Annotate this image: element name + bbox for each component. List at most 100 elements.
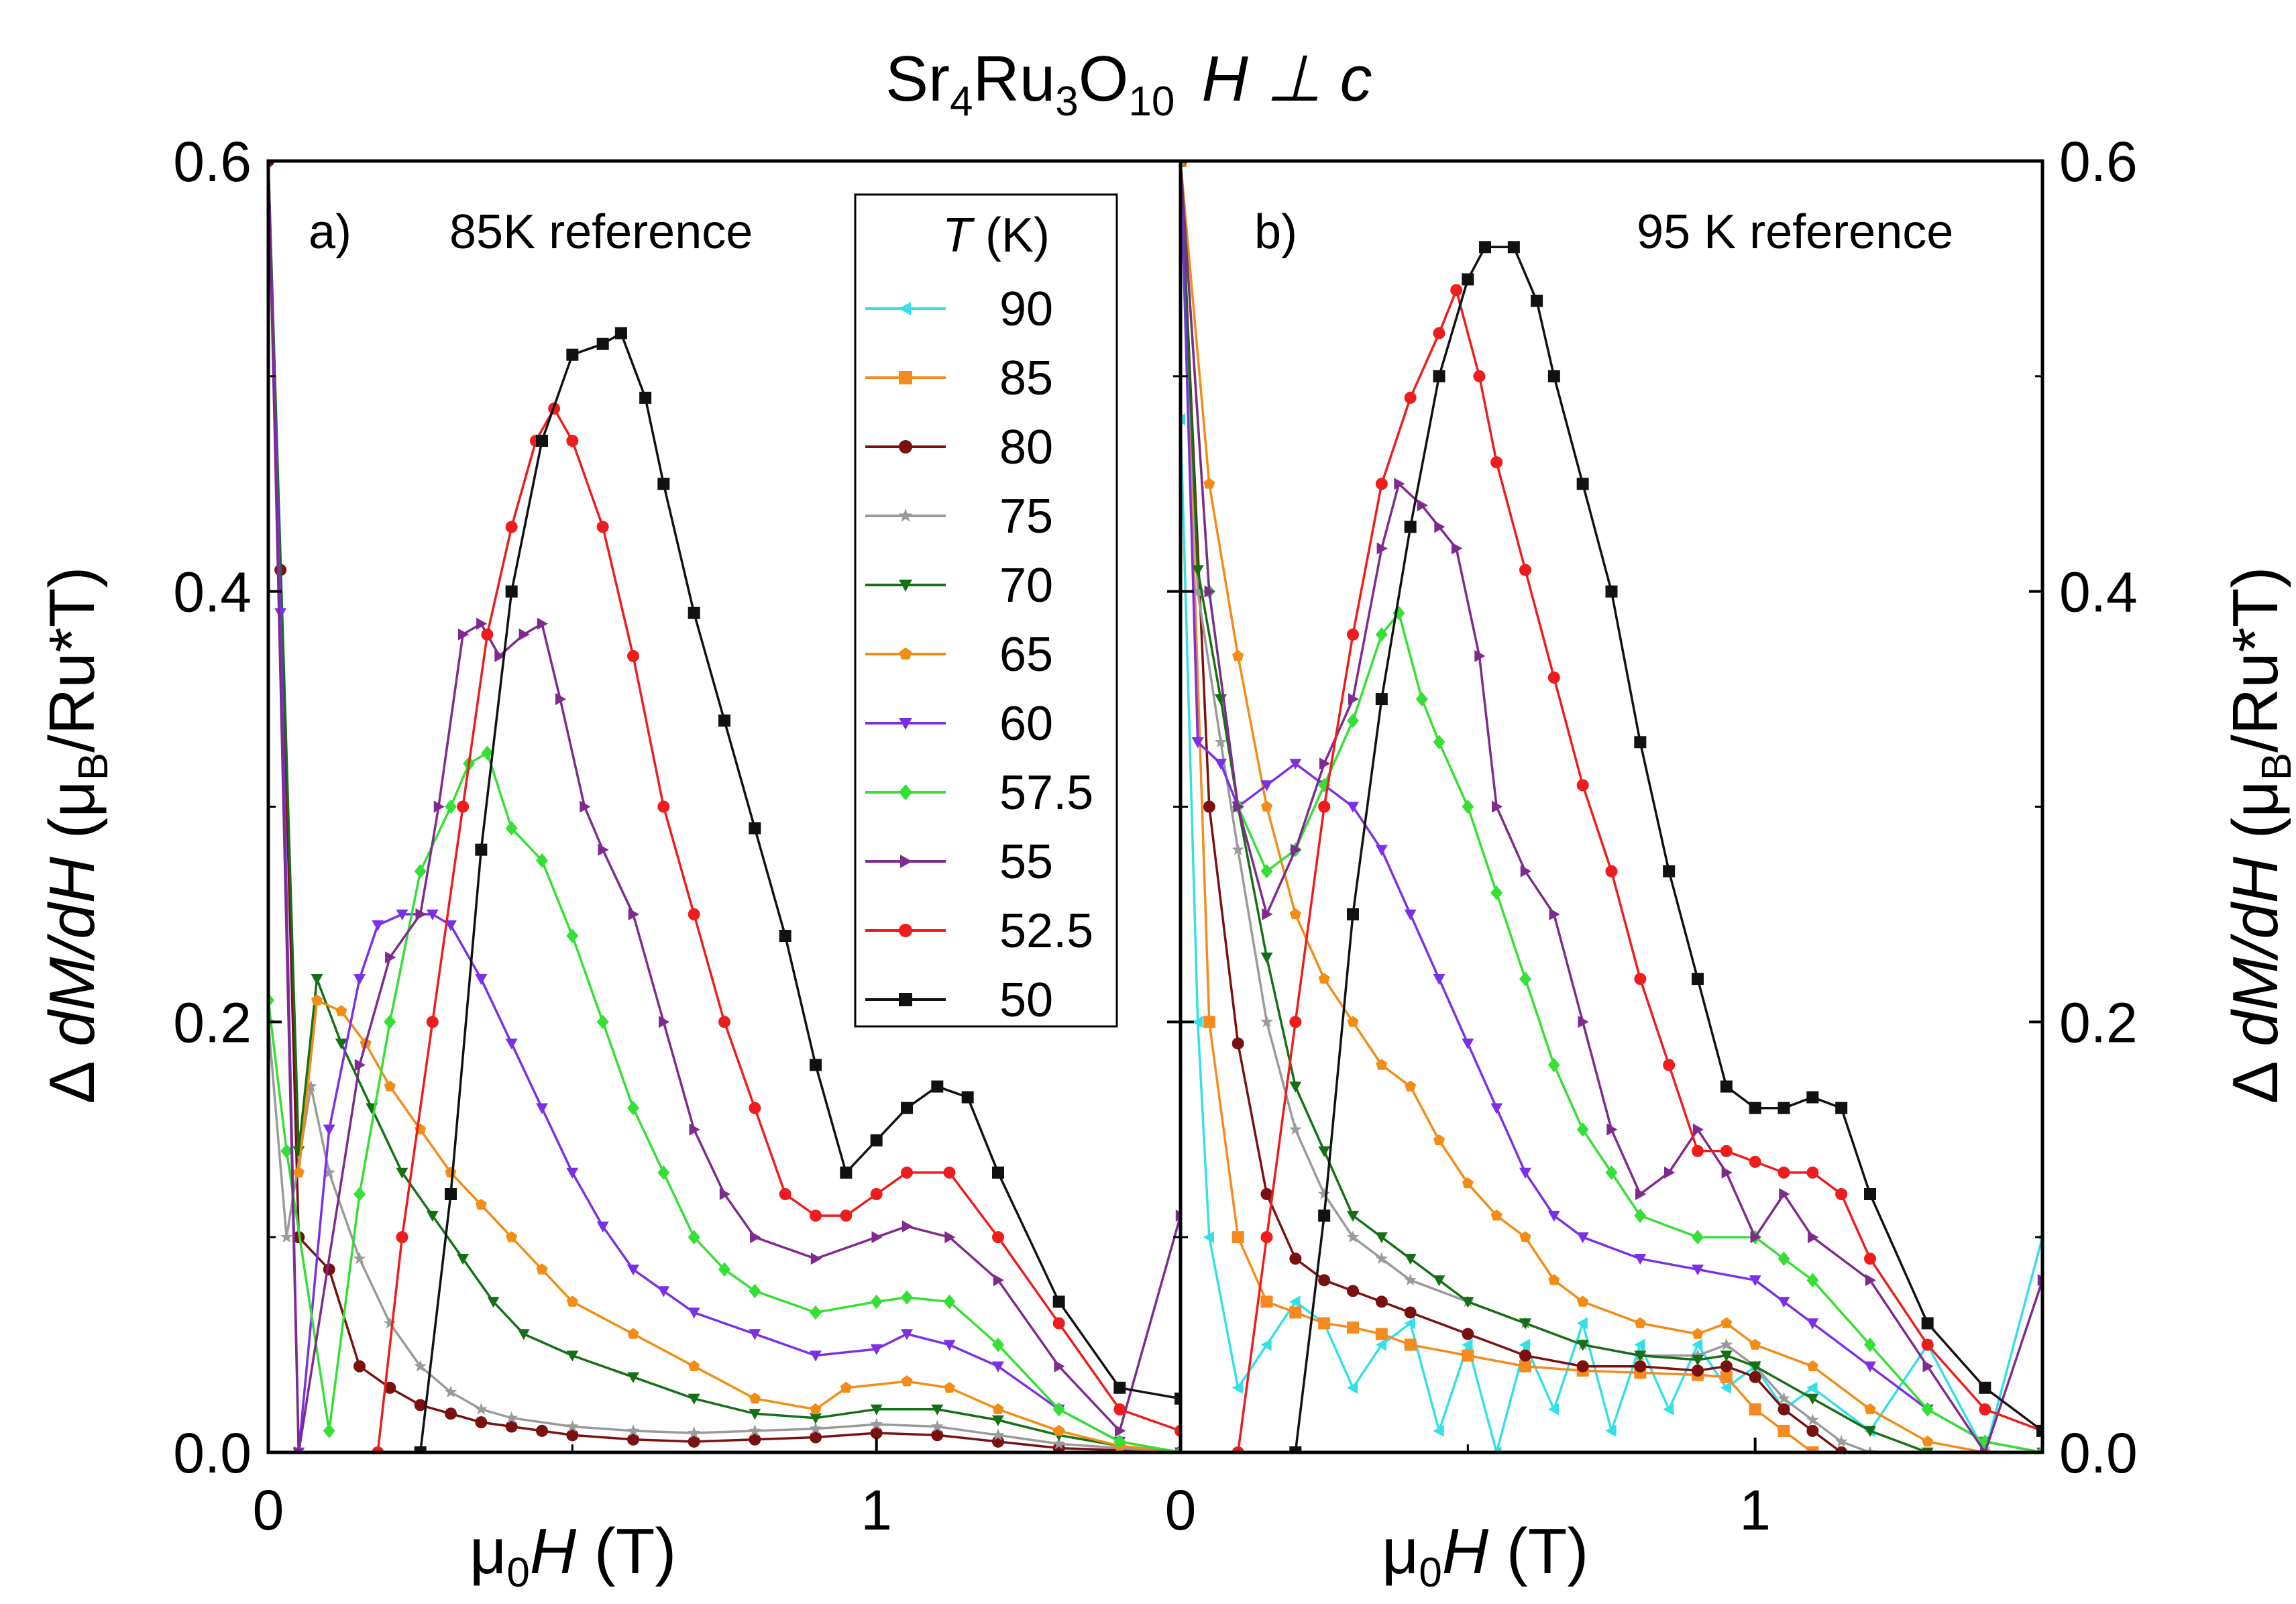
data-point xyxy=(1052,1402,1065,1417)
data-point xyxy=(627,1328,639,1339)
legend-entry-50: 50 xyxy=(865,973,1053,1027)
data-point xyxy=(536,1263,548,1275)
data-point xyxy=(414,1359,427,1372)
data-point xyxy=(1415,692,1428,706)
data-point xyxy=(426,1210,439,1222)
legend-entry-57.5: 57.5 xyxy=(865,766,1093,820)
data-point xyxy=(537,617,548,630)
data-point xyxy=(565,1420,579,1432)
data-point xyxy=(1174,1392,1181,1405)
data-point xyxy=(810,1413,822,1424)
data-point xyxy=(426,1016,439,1028)
data-point xyxy=(1835,1435,1848,1447)
data-point xyxy=(505,521,518,533)
data-point xyxy=(688,1426,701,1439)
data-point xyxy=(1479,241,1492,254)
data-point xyxy=(870,1294,883,1309)
data-point xyxy=(1191,1016,1203,1028)
data-point xyxy=(1806,1091,1819,1104)
data-point xyxy=(1692,1365,1704,1377)
data-point xyxy=(598,843,609,856)
legend-label: 52.5 xyxy=(999,904,1093,958)
data-point xyxy=(580,800,591,813)
data-point xyxy=(1806,1446,1819,1452)
legend-label: 50 xyxy=(999,973,1053,1027)
data-point xyxy=(1864,1252,1876,1265)
data-point xyxy=(494,649,506,662)
data-point xyxy=(1520,865,1531,877)
data-point xyxy=(1317,1187,1331,1199)
series-group-a xyxy=(268,161,1181,1452)
panel-b-label: b) xyxy=(1254,205,1297,259)
data-point xyxy=(1806,1166,1819,1179)
y-tick-label: 0.4 xyxy=(2059,561,2138,624)
data-point xyxy=(1922,1436,1934,1447)
data-point xyxy=(596,337,609,350)
data-point xyxy=(1191,565,1204,576)
legend-marker xyxy=(899,993,912,1006)
data-point xyxy=(840,1210,853,1222)
data-point xyxy=(445,1188,457,1200)
data-point xyxy=(1663,1403,1674,1415)
data-point xyxy=(1347,628,1359,641)
data-point xyxy=(1462,1297,1474,1308)
data-point xyxy=(414,1446,427,1452)
data-point xyxy=(1806,1273,1819,1288)
data-point xyxy=(1720,1371,1733,1383)
data-point xyxy=(992,1337,1004,1352)
data-point xyxy=(1778,1297,1790,1308)
data-point xyxy=(1260,780,1273,792)
legend-label: 85 xyxy=(999,352,1053,405)
data-point xyxy=(1634,973,1647,985)
data-point xyxy=(1749,1338,1761,1350)
data-point xyxy=(627,1100,639,1116)
data-point xyxy=(659,1016,670,1028)
data-point xyxy=(961,1091,974,1104)
data-point xyxy=(1404,1306,1417,1319)
data-point xyxy=(1921,1317,1934,1330)
series-70-panel-a xyxy=(268,161,1181,1452)
legend-marker xyxy=(899,302,911,315)
data-point xyxy=(1289,1016,1302,1028)
data-point xyxy=(475,1199,487,1210)
data-point xyxy=(1289,1446,1302,1452)
data-point xyxy=(688,1230,700,1244)
data-point xyxy=(2036,1424,2042,1437)
data-point xyxy=(943,1381,955,1393)
data-point xyxy=(1778,1403,1790,1415)
data-point xyxy=(1507,241,1520,254)
data-point xyxy=(1576,1232,1589,1244)
data-point xyxy=(1433,735,1445,749)
legend-marker xyxy=(898,509,913,522)
data-point xyxy=(1260,952,1273,964)
data-point xyxy=(1191,584,1205,597)
data-point xyxy=(517,1329,530,1340)
data-point xyxy=(901,1375,913,1387)
data-point xyxy=(992,1231,1004,1244)
panel-b: 0 1 0.0 0.2 0.4 0.6 b) 95 K reference xyxy=(1165,130,2138,1542)
series-line xyxy=(1181,161,1871,1452)
data-point xyxy=(627,1433,639,1446)
series-85-panel-b xyxy=(1181,161,1819,1452)
data-point xyxy=(1375,1232,1388,1244)
data-point xyxy=(1203,478,1215,489)
data-point xyxy=(476,617,488,630)
legend-label: 90 xyxy=(999,282,1053,336)
data-point xyxy=(1462,1328,1474,1340)
data-point xyxy=(505,1420,518,1433)
legend-entry-85: 85 xyxy=(865,352,1053,405)
data-point xyxy=(475,974,488,985)
data-point xyxy=(354,1059,366,1071)
data-point xyxy=(1749,1155,1761,1168)
data-point xyxy=(1605,1165,1618,1180)
data-point xyxy=(749,1433,761,1446)
data-point xyxy=(1750,1231,1761,1244)
data-point xyxy=(1576,1340,1589,1351)
data-point xyxy=(810,1252,822,1265)
data-point xyxy=(1417,499,1428,512)
data-point xyxy=(1404,1338,1417,1351)
data-point xyxy=(1865,1274,1876,1287)
data-point xyxy=(1113,1403,1126,1415)
data-point xyxy=(1490,1103,1503,1114)
data-point xyxy=(536,435,548,447)
